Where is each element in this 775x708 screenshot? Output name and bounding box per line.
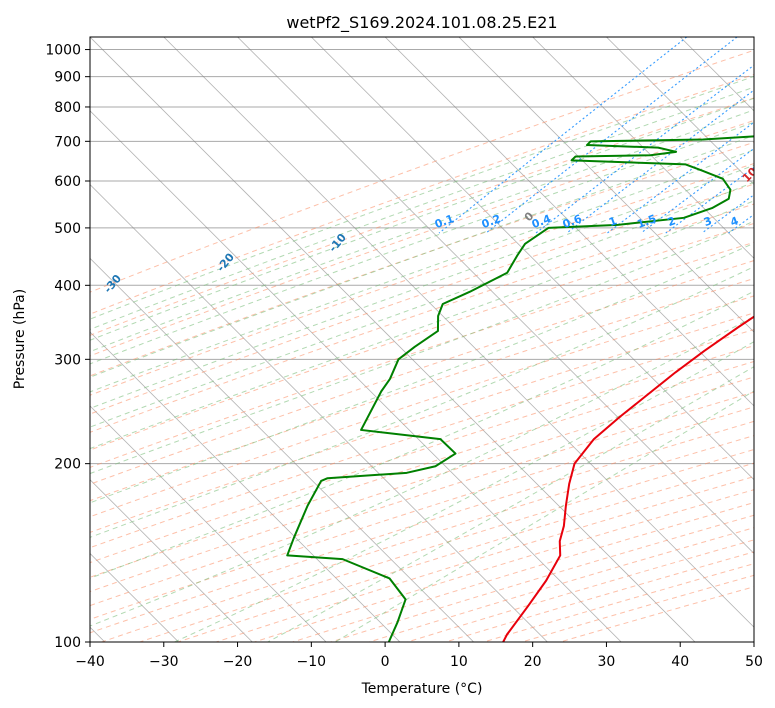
chart-title: wetPf2_S169.2024.101.08.25.E21 — [286, 13, 557, 33]
y-tick-label: 900 — [54, 70, 81, 86]
mixing-ratio-line — [438, 37, 688, 234]
y-tick-label: 400 — [54, 278, 81, 294]
y-tick-label: 300 — [54, 352, 81, 368]
y-tick-label: 1000 — [45, 43, 81, 59]
dry-adiabat-line — [90, 141, 754, 377]
y-tick-label: 200 — [54, 457, 81, 473]
mixing-ratio-label: 0.1 — [433, 212, 456, 231]
moist-adiabat-line — [90, 97, 754, 341]
y-tick-label: 600 — [54, 174, 81, 190]
x-tick-label: 20 — [524, 654, 542, 670]
mixing-ratio-line — [606, 121, 754, 234]
plot-lines — [90, 37, 754, 642]
y-tick-label: 500 — [54, 221, 81, 237]
dry-adiabat-line — [90, 241, 754, 468]
y-axis-label: Pressure (hPa) — [12, 289, 28, 389]
x-tick-label: −20 — [223, 654, 253, 670]
moist-adiabat-line — [90, 220, 754, 475]
dry-adiabat-line — [90, 312, 754, 533]
plot-frame — [89, 36, 755, 643]
moist-adiabat-line — [267, 366, 754, 642]
x-tick-label: 30 — [598, 654, 616, 670]
dry-adiabat-line — [90, 163, 754, 396]
temperature-profile-line — [502, 315, 754, 642]
moist-adiabat-line — [90, 200, 754, 450]
dry-adiabat-line — [90, 73, 754, 315]
isotherm-line — [90, 405, 327, 642]
x-tick-label: −40 — [75, 654, 105, 670]
dry-adiabat-line — [90, 49, 754, 293]
moist-adiabat-line — [90, 86, 754, 330]
mixing-ratio-line — [640, 147, 754, 234]
dry-adiabat-line — [90, 391, 754, 607]
isotherm-line — [163, 37, 754, 628]
mixing-ratio-label: 0.6 — [561, 212, 584, 231]
mixing-ratio-line — [535, 64, 754, 234]
axis-ticks: −40 −30 −20 −10 0 10 20 30 40 50 100 200 300 400 500 60… — [45, 43, 763, 670]
isotherm-line — [90, 257, 474, 642]
x-tick-label: −10 — [297, 654, 327, 670]
isotherm-line — [90, 110, 622, 642]
mixing-ratio-label: 1.5 — [635, 212, 658, 231]
dry-adiabat-line — [90, 345, 754, 564]
mixing-ratio-label: 0.2 — [480, 212, 503, 231]
dry-adiabat-line — [90, 260, 754, 485]
isotherm-line — [90, 331, 401, 642]
mixing-ratio-label: 4 — [729, 214, 741, 229]
mixing-ratio-label: 2 — [666, 214, 678, 229]
dry-adiabat-line — [90, 203, 754, 433]
isotherm-line — [90, 37, 696, 642]
x-tick-label: −30 — [149, 654, 179, 670]
x-tick-label: 10 — [450, 654, 468, 670]
dewpoint-profile-line — [286, 135, 754, 642]
isotherm-line — [237, 37, 754, 555]
x-tick-label: 40 — [671, 654, 689, 670]
isotherm-line — [384, 37, 754, 407]
moist-adiabat-line — [90, 242, 754, 504]
mixing-ratio-line — [566, 89, 754, 234]
moist-adiabat-line — [90, 315, 754, 627]
isotherm-line — [606, 37, 754, 186]
y-tick-label: 700 — [54, 134, 81, 150]
y-tick-label: 800 — [54, 100, 81, 116]
mixing-ratio-label: 1 — [607, 214, 619, 229]
moist-adiabat-line — [90, 75, 754, 320]
mixing-ratio-label: 3 — [702, 214, 714, 229]
dry-adiabat-line — [90, 295, 754, 518]
isotherm-line — [90, 183, 548, 642]
mixing-ratio-label: 0.4 — [530, 212, 553, 231]
x-tick-label: 50 — [745, 654, 763, 670]
y-tick-label: 100 — [54, 635, 81, 651]
x-axis-label: Temperature (°C) — [361, 681, 483, 697]
moist-adiabat-line — [90, 149, 754, 393]
x-tick-label: 0 — [381, 654, 390, 670]
